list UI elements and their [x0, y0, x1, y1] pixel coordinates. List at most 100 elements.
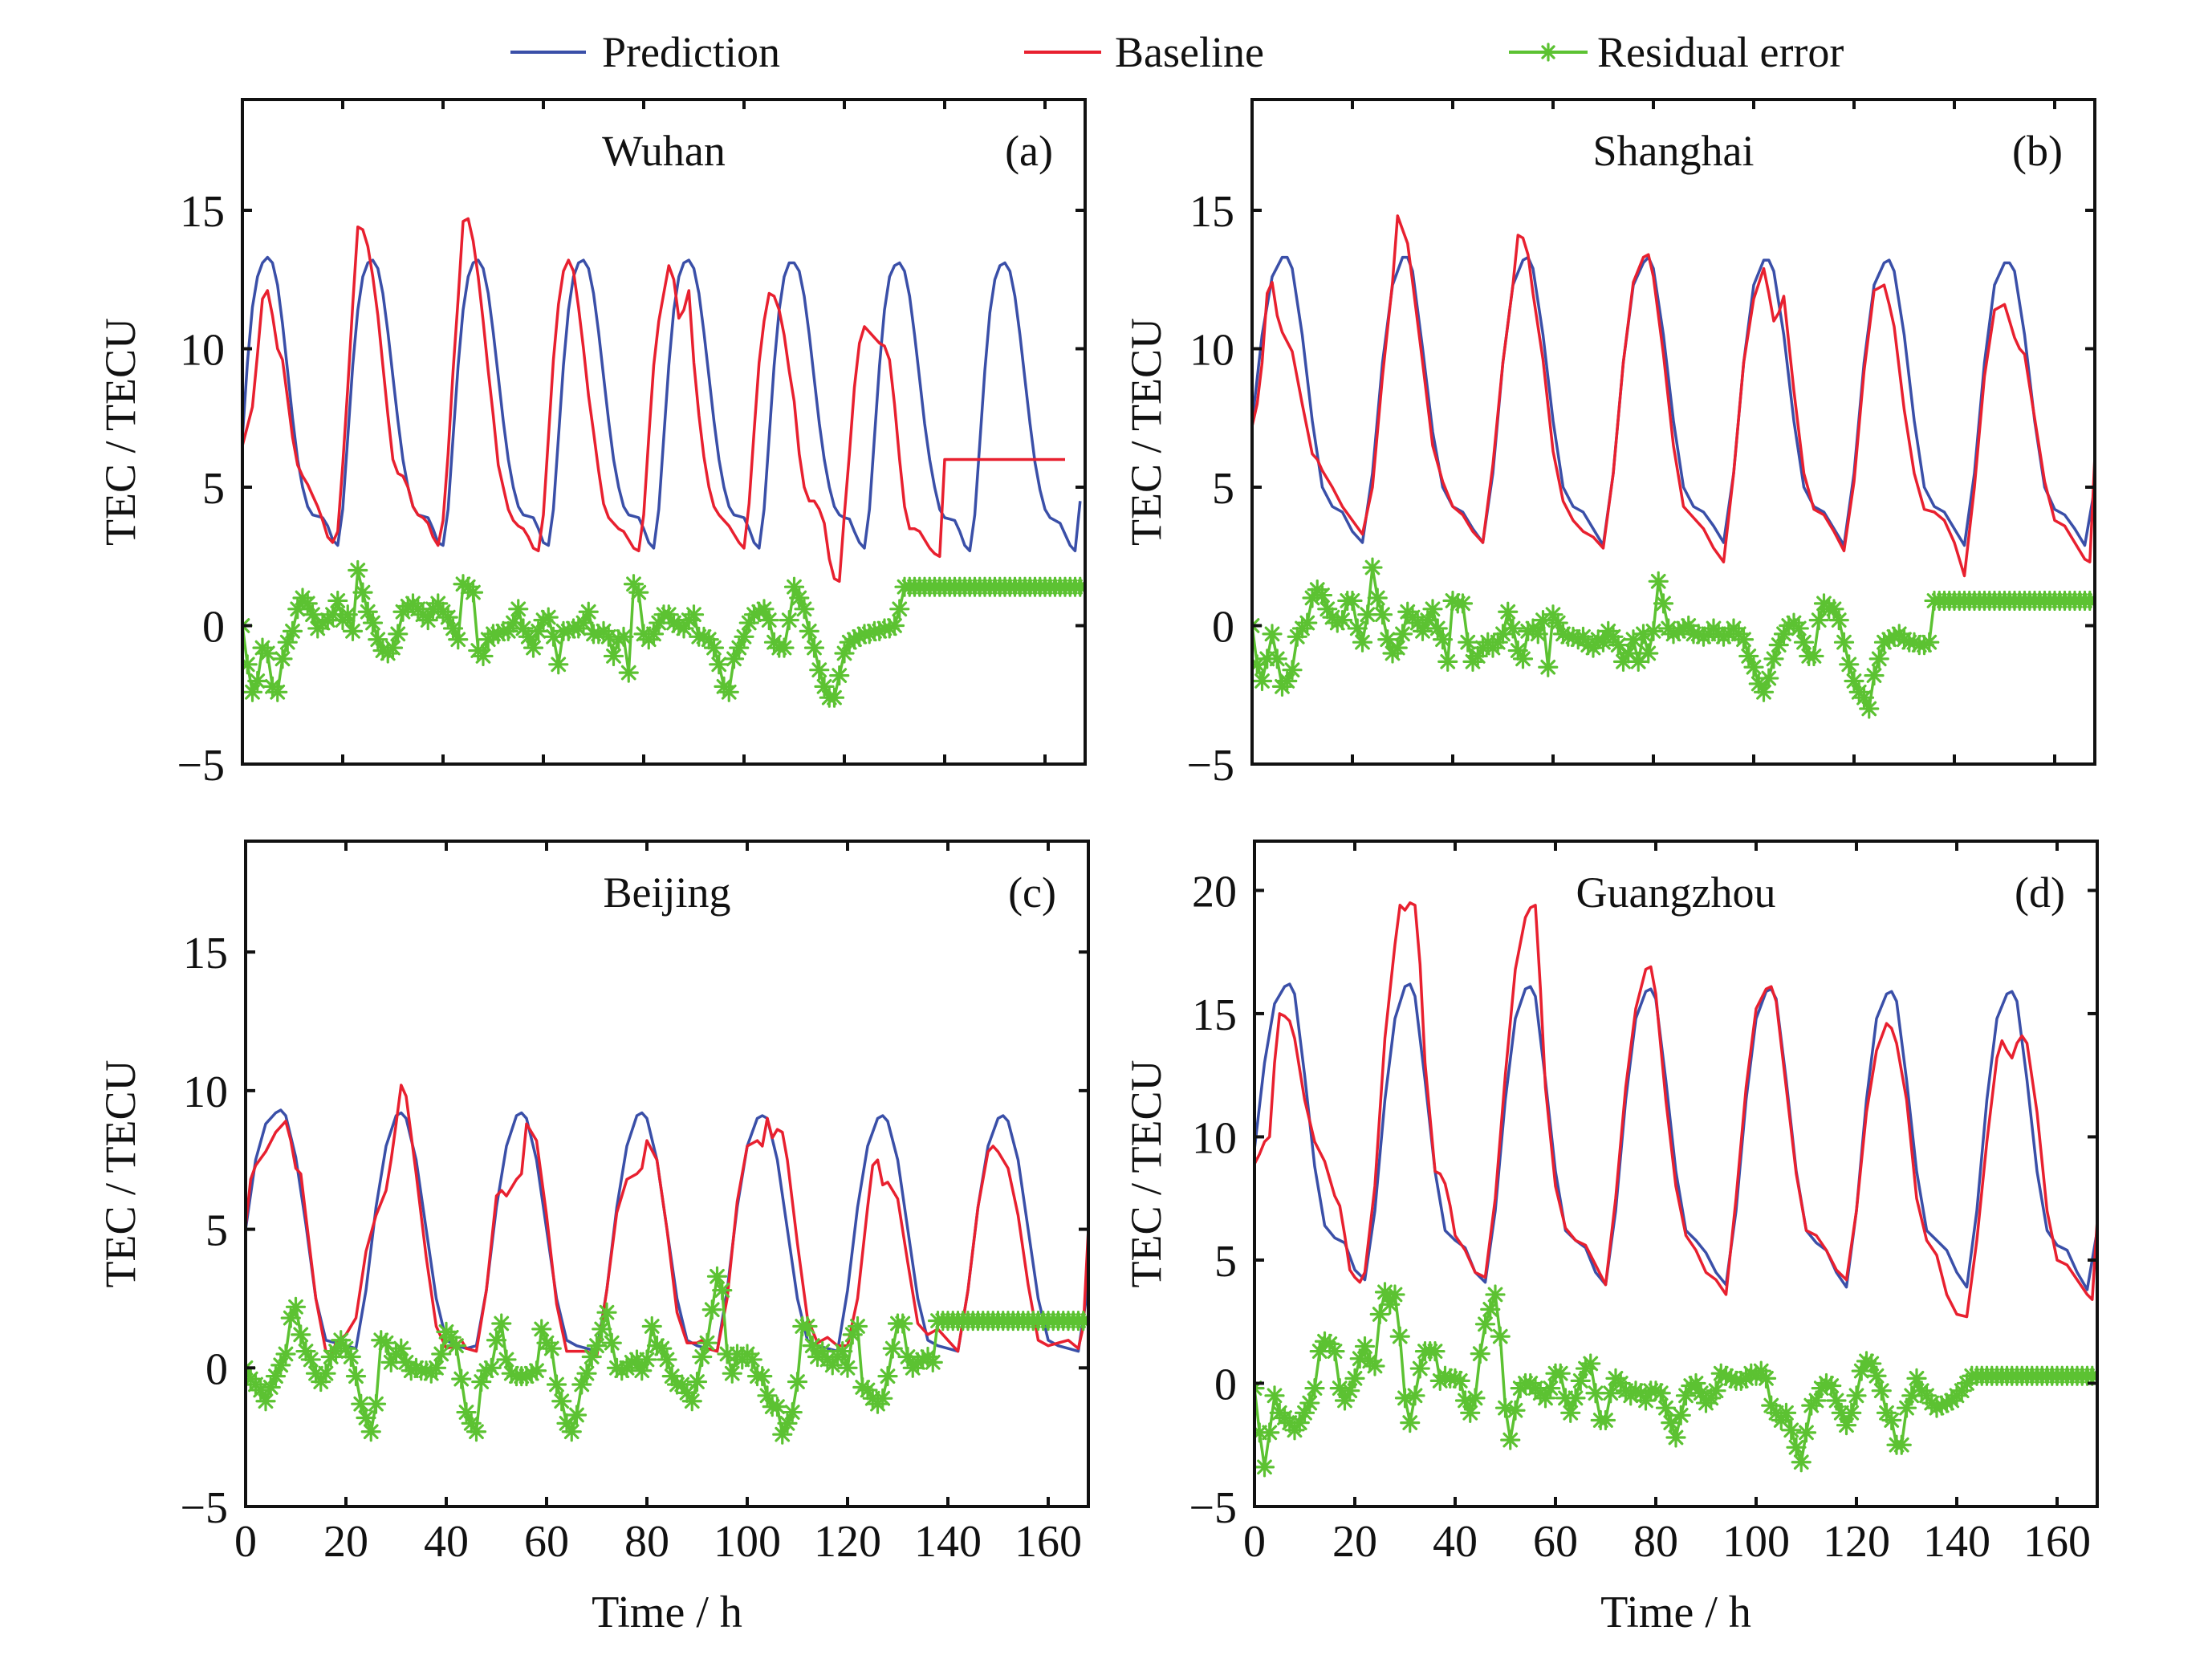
residual-error-marker [766, 1397, 788, 1417]
residual-error-marker [1781, 1420, 1802, 1441]
residual-error-marker [1650, 1383, 1671, 1404]
y-tick-label: 0 [205, 1344, 228, 1394]
residual-error-marker [779, 609, 799, 631]
residual-error-marker [368, 629, 388, 650]
residual-error-marker [578, 601, 599, 622]
residual-error-marker [1881, 1409, 1902, 1431]
baseline-line [242, 217, 1065, 583]
x-tick-label: 0 [1243, 1517, 1266, 1567]
residual-error-marker [1385, 1284, 1405, 1305]
residual-error-marker [681, 1391, 702, 1412]
panel-label: (d) [2015, 868, 2065, 917]
residual-error-marker [1565, 1388, 1586, 1409]
residual-error-marker [531, 1319, 552, 1340]
residual-error-marker [255, 1391, 276, 1412]
residual-error-marker [340, 1346, 361, 1368]
residual-error-marker [1460, 1402, 1481, 1423]
residual-error-marker [1648, 571, 1669, 592]
x-tick-label: 60 [524, 1517, 569, 1567]
prediction-line [1254, 982, 2097, 1291]
panel-title: Shanghai [1593, 127, 1755, 175]
residual-error-marker [697, 1332, 718, 1353]
residual-error-marker [799, 620, 819, 642]
residual-error-marker [1342, 590, 1363, 612]
y-tick-label: 15 [1192, 990, 1237, 1040]
residual-error-marker [1299, 1393, 1320, 1413]
residual-error-marker [1425, 1340, 1446, 1362]
residual-error-marker [448, 629, 469, 650]
residual-error-marker [1254, 1457, 1275, 1478]
panel-guangzhou: Guangzhou (d) TEC / TECU Time / h 0 20 40 6… [1122, 840, 2099, 1637]
residual-error-marker [1297, 612, 1318, 633]
x-axis-label: Time / h [1600, 1588, 1751, 1637]
residual-error-marker [1638, 643, 1659, 664]
y-tick-label: 10 [1192, 1113, 1237, 1163]
residual-error-marker [712, 1279, 733, 1301]
residual-error-marker [884, 615, 905, 636]
residual-error-marker [1864, 665, 1885, 686]
residual-error-marker [576, 1363, 597, 1384]
residual-error-marker [1846, 1385, 1867, 1406]
residual-error-marker [285, 1296, 307, 1317]
residual-error-marker [803, 637, 825, 658]
residual-error-marker [1369, 1303, 1390, 1325]
residual-error-marker [718, 681, 739, 702]
residual-error-marker [829, 665, 850, 686]
residual-error-marker [872, 1388, 893, 1409]
residual-error-marker [742, 1349, 762, 1370]
y-tick-label: −5 [1186, 741, 1234, 791]
panel-beijing: Beijing (c) TEC / TECU Time / h 0 20 40 60 8… [96, 840, 1090, 1637]
residual-error-marker [1264, 1385, 1285, 1406]
residual-error-marker [601, 1332, 622, 1353]
x-tick-label: 60 [1533, 1517, 1578, 1567]
x-tick-label: 20 [1332, 1517, 1377, 1567]
panel-title: Wuhan [602, 127, 726, 175]
residual-error-marker [641, 1315, 662, 1337]
residual-error-markers [1254, 1282, 2097, 1478]
residual-error-marker [1259, 1422, 1280, 1443]
residual-error-marker [1706, 1380, 1726, 1401]
residual-error-marker [1550, 1363, 1571, 1384]
residual-error-marker [703, 637, 725, 658]
residual-error-marker [1821, 1375, 1842, 1397]
x-tick-label: 100 [1722, 1517, 1790, 1567]
panel-wuhan: Wuhan (a) TEC / TECU −5 0 5 10 15 [96, 98, 1087, 791]
x-tick-label: 160 [1015, 1517, 1082, 1567]
x-tick-label: 40 [1433, 1517, 1478, 1567]
residual-error-marker [1505, 1400, 1526, 1421]
residual-error-marker [809, 660, 830, 681]
residual-error-marker [538, 607, 559, 628]
residual-error-marker [473, 645, 494, 667]
residual-error-marker [837, 1357, 858, 1378]
residual-error-marker [797, 1315, 818, 1337]
panel-title: Guangzhou [1576, 868, 1776, 917]
residual-error-marker [1538, 657, 1559, 677]
residual-error-marker [1458, 632, 1478, 653]
residual-error-marker [462, 582, 484, 603]
residual-error-marker [1580, 1353, 1601, 1374]
residual-error-marker [722, 1363, 742, 1384]
residual-error-marker [561, 1421, 582, 1442]
residual-error-marker [1585, 1383, 1606, 1404]
residual-error-marker [1743, 657, 1764, 677]
residual-error-marker [882, 1338, 903, 1359]
residual-error-marker [1653, 593, 1674, 614]
plot-area [242, 217, 1085, 708]
residual-error-marker [275, 1344, 296, 1364]
y-tick-label: 5 [1212, 464, 1234, 514]
residual-error-marker [342, 620, 364, 642]
residual-error-marker [365, 1393, 387, 1414]
residual-error-marker [486, 1330, 507, 1351]
x-axis-label: Time / h [592, 1588, 742, 1637]
residual-error-marker [877, 1366, 898, 1387]
residual-error-marker [823, 687, 845, 708]
residual-error-marker [628, 582, 649, 603]
x-tick-label: 80 [624, 1517, 669, 1567]
y-tick-label: 20 [1192, 867, 1237, 917]
x-tick-label: 140 [914, 1517, 982, 1567]
residual-error-marker [832, 1340, 853, 1362]
residual-error-marker [782, 1401, 803, 1423]
residual-error-marker [701, 1299, 722, 1320]
axes-frame [1253, 840, 2099, 1508]
baseline-line [1254, 901, 2097, 1319]
